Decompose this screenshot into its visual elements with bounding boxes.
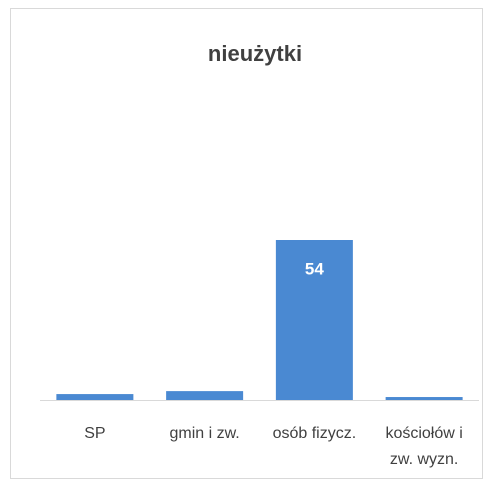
x-tick-label: osób fizycz.	[273, 425, 357, 442]
chart-title: nieużytki	[208, 41, 302, 66]
bar	[385, 397, 463, 400]
x-tick-label: gmin i zw.	[170, 425, 240, 442]
data-label: 54	[305, 259, 324, 278]
bar	[275, 240, 353, 400]
data-label: 3	[200, 359, 209, 378]
bar	[166, 391, 244, 400]
data-label: 2	[90, 359, 99, 378]
chart-frame	[10, 8, 483, 479]
x-tick-label: kościołów i zw. wyzn.	[385, 425, 462, 468]
data-label: 1	[419, 359, 428, 378]
x-tick-label: SP	[84, 425, 105, 442]
bar	[56, 394, 134, 400]
